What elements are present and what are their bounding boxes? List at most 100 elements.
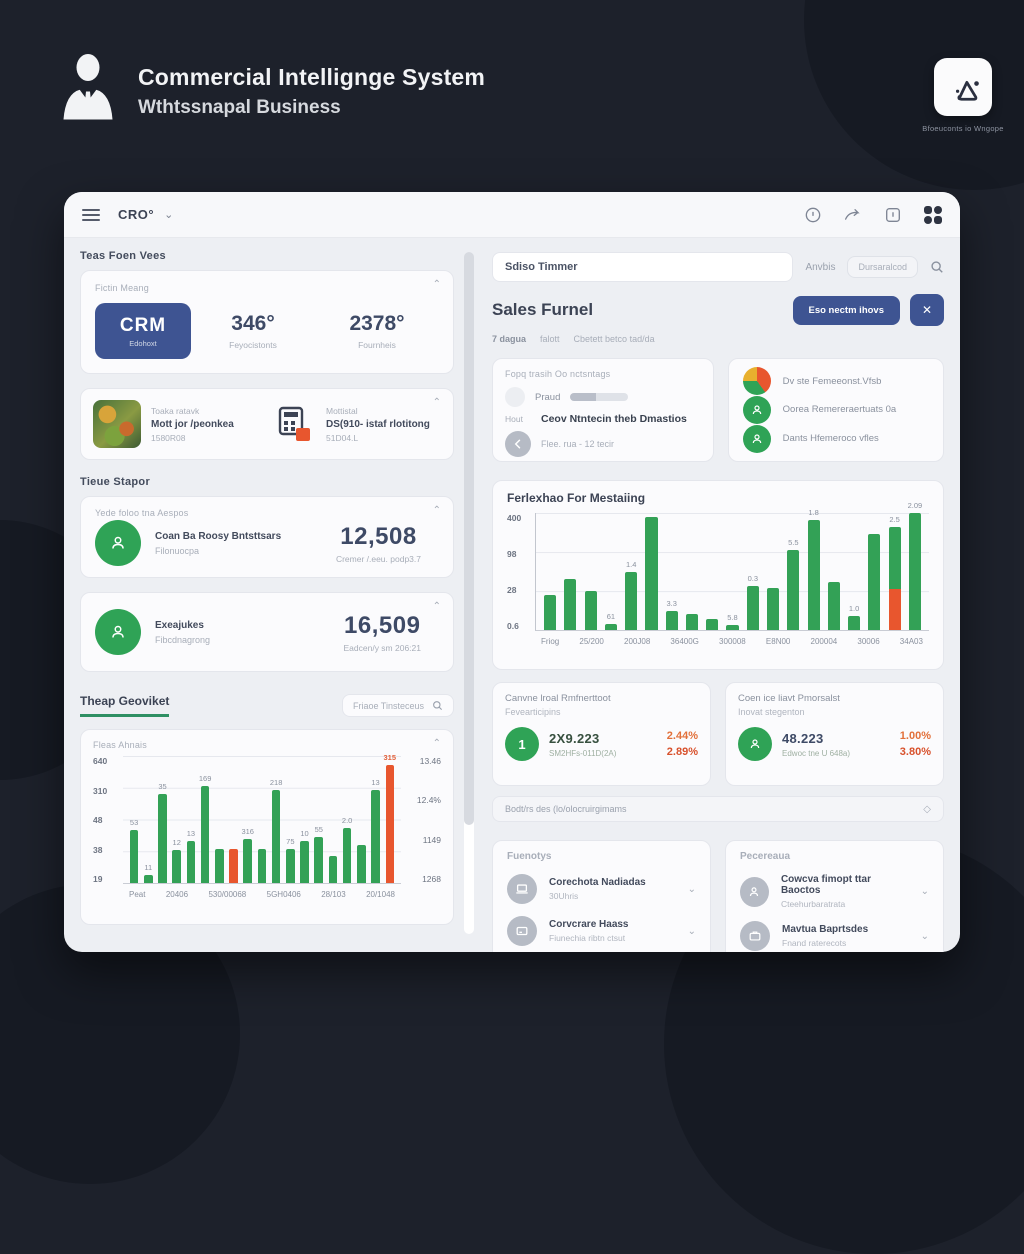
bar-slot: 12	[170, 756, 184, 883]
prism-logo-icon[interactable]	[934, 58, 992, 116]
media-item-2[interactable]: Mottistal DS(910- istaf rlotitong 51D04.…	[272, 399, 441, 449]
vertical-scrollbar[interactable]	[464, 252, 474, 934]
reply-arrow-icon[interactable]	[844, 206, 862, 224]
search-input[interactable]: Sdiso Timmer	[492, 252, 794, 282]
chevron-down-icon[interactable]: ⌄	[164, 209, 174, 221]
dropdown-row[interactable]: Cowcva fimopt ttar Baoctos Cteehurbaratr…	[740, 874, 929, 909]
bar-slot	[763, 513, 783, 630]
bar	[726, 625, 739, 630]
chevron-up-icon[interactable]: ⌃	[432, 505, 441, 516]
bar-slot	[560, 513, 580, 630]
bar-value-label: 10	[300, 829, 309, 839]
bar-slot: 2.0	[340, 756, 354, 883]
crm-tile[interactable]: CRM Edohoxt	[95, 303, 191, 359]
bar-chart-plot: 61 1.4 3.3 5.8 0.3 5.5 1.8 1.0 2.5 2.09	[535, 501, 929, 631]
bar-value-label: 5.8	[727, 613, 738, 623]
bar-slot: 2.5	[885, 513, 905, 630]
dropdown-row[interactable]: Mavtua Baprtsdes Fnand raterecots ⌄	[740, 921, 929, 951]
chevron-down-icon[interactable]: ⌄	[687, 925, 696, 937]
pct-2-rate-1: 1.00%	[899, 730, 931, 742]
bar-value-label: 5.5	[788, 538, 799, 548]
bar	[625, 571, 638, 630]
chevron-up-icon[interactable]: ⌃	[432, 738, 441, 749]
dropdown-sub: Fnand raterecots	[782, 938, 847, 948]
bar	[371, 790, 380, 883]
bar-value-label: 316	[241, 826, 254, 836]
chevron-down-icon[interactable]: ⌄	[920, 930, 929, 942]
tab-theap-geoviket[interactable]: Theap Geoviket	[80, 694, 170, 717]
dropdown-panel-2: Pecereaua Cowcva fimopt ttar Baoctos Cte…	[725, 840, 944, 952]
bar	[300, 841, 309, 883]
pct-1-title: Canvne lroal Rmfnerttoot	[505, 693, 611, 704]
bar	[766, 587, 780, 630]
info-icon[interactable]	[804, 206, 822, 224]
app-badge[interactable]: Bfoeuconts io Wngope	[903, 58, 1023, 133]
business-person-icon	[63, 54, 113, 120]
photo-thumbnail	[93, 400, 141, 448]
rep-row-1[interactable]: Dv ste Femeeonst.Vfsb	[742, 367, 929, 396]
export-button[interactable]: ✕	[910, 294, 944, 326]
app-selector-label[interactable]: CRO°	[118, 207, 155, 222]
y-axis-left: 400 98 28 0.6	[507, 513, 535, 631]
bar-chart-plot: 53 11 35 12 13 169 316 218 75 10 55 2.0 13 315	[123, 753, 401, 884]
insight-footer: Flee. rua - 12 tecir	[541, 439, 615, 449]
section-title-left-1: Teas Foen Vees	[80, 250, 166, 262]
media-item-1[interactable]: Toaka ratavk Mott jor /peonkea 1580R08	[93, 399, 262, 449]
bar	[286, 848, 295, 883]
rank-badge: 1	[505, 727, 539, 761]
y-tick-label: 28	[507, 585, 517, 595]
bar	[787, 550, 800, 630]
rep-row-3[interactable]: Dants Hfemeroco vfles	[742, 424, 929, 453]
pct-2-title: Coen ice liavt Pmorsalst	[738, 693, 840, 704]
crm-card-label: Fictin Meang	[95, 283, 149, 293]
box-icon[interactable]	[884, 206, 902, 224]
dropdown-row[interactable]: Corechota Nadiadas 30Uhris ⌄	[507, 874, 696, 904]
chevron-up-icon[interactable]: ⌃	[432, 601, 441, 612]
rep-1-label: Dv ste Femeeonst.Vfsb	[782, 375, 882, 387]
search-icon[interactable]	[930, 260, 944, 274]
scrollbar-thumb[interactable]	[464, 252, 474, 825]
primary-action-button[interactable]: Eso nectm ihovs	[792, 295, 900, 325]
bar	[584, 591, 597, 630]
search-action-label[interactable]: Anvbis	[805, 261, 836, 273]
menu-icon[interactable]	[82, 208, 100, 221]
rep-3-label: Dants Hfemeroco vfles	[782, 433, 879, 445]
chart-filter-search[interactable]: Friaoe Tinsteceus	[341, 694, 454, 717]
bar	[604, 624, 617, 630]
chevron-up-icon[interactable]: ⌃	[432, 397, 441, 408]
bar	[385, 764, 395, 883]
pct-1-value-sub: SM2HFs-011D(2A)	[549, 748, 617, 758]
bar-slot: 2.09	[905, 501, 925, 630]
crm-stat-2-label: Fournheis	[358, 340, 396, 350]
back-arrow-icon[interactable]	[505, 431, 531, 457]
search-scope-pill[interactable]: Dursaralcod	[847, 256, 918, 278]
rep-2-label: Oorea Remereraertuats 0a	[782, 404, 897, 416]
bar-slot	[354, 756, 368, 883]
y-tick-label: 48	[93, 815, 103, 825]
bar-slot: 3.3	[662, 513, 682, 630]
crm-stat-2-value: 2378°	[349, 312, 405, 335]
chevron-down-icon[interactable]: ⌄	[920, 886, 929, 897]
bar	[848, 615, 861, 630]
bar-slot	[326, 756, 340, 883]
bar-value-label: 61	[606, 612, 616, 622]
dropdown-title: Corvcrare Haass	[549, 919, 629, 930]
sort-icon[interactable]: ◇	[923, 803, 931, 815]
chevron-up-icon[interactable]: ⌃	[432, 279, 441, 290]
bar	[544, 594, 557, 630]
bar	[328, 856, 338, 883]
chevron-down-icon[interactable]: ⌄	[687, 883, 696, 895]
bar	[665, 611, 678, 630]
dropdown-sub: Cteehurbaratrata	[780, 899, 846, 909]
results-footer-bar[interactable]: Bodt/rs des (lo/olocruirgimams ◇	[492, 796, 944, 822]
bars: 61 1.4 3.3 5.8 0.3 5.5 1.8 1.0 2.5 2.09	[536, 501, 929, 630]
laptop-icon	[507, 874, 537, 904]
kpi-2-sub: Fibcdnagrong	[155, 634, 211, 645]
dropdown-row[interactable]: Corvcrare Haass Fiunechia ribtn ctsut ⌄	[507, 916, 696, 946]
panel-2-title: Pecereaua	[740, 851, 791, 862]
rep-row-2[interactable]: Oorea Remereraertuats 0a	[742, 395, 929, 424]
meta-days: 7 dagua	[492, 334, 527, 344]
pct-2-rate-2: 3.80%	[899, 746, 931, 758]
grid-apps-icon[interactable]	[924, 205, 942, 224]
bar-value-label: 3.3	[666, 599, 677, 609]
